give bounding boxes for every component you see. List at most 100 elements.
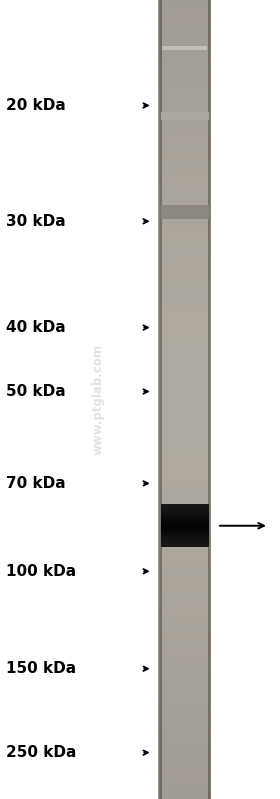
Bar xyxy=(158,33,211,40)
Bar xyxy=(158,525,211,533)
Bar xyxy=(158,465,211,473)
Bar xyxy=(158,125,211,133)
Bar xyxy=(161,540,209,543)
Bar xyxy=(158,678,211,686)
Bar xyxy=(158,612,211,619)
Bar xyxy=(158,552,211,559)
Bar xyxy=(208,0,211,799)
Bar xyxy=(158,319,211,326)
Bar xyxy=(208,0,209,799)
Bar xyxy=(158,385,211,393)
Bar xyxy=(161,535,209,537)
Bar xyxy=(158,405,211,413)
Bar xyxy=(158,705,211,713)
Bar xyxy=(158,519,211,526)
Bar xyxy=(161,532,209,534)
Bar xyxy=(158,73,211,80)
Bar xyxy=(158,499,211,506)
Bar xyxy=(158,758,211,765)
Text: 100 kDa: 100 kDa xyxy=(6,564,76,578)
Bar xyxy=(161,526,209,528)
Bar xyxy=(158,193,211,200)
Bar xyxy=(158,625,211,633)
Bar xyxy=(158,772,211,779)
Bar xyxy=(158,692,211,699)
Bar xyxy=(158,745,211,753)
Bar xyxy=(161,528,209,530)
Bar xyxy=(158,305,211,313)
Bar xyxy=(158,598,211,606)
Bar xyxy=(158,6,211,14)
Text: www.ptglab.com: www.ptglab.com xyxy=(92,344,104,455)
Bar xyxy=(158,105,211,113)
Bar xyxy=(161,521,209,523)
Bar xyxy=(158,652,211,659)
Bar xyxy=(161,517,209,519)
Bar xyxy=(158,732,211,739)
Bar xyxy=(158,638,211,646)
Bar xyxy=(158,479,211,486)
Bar xyxy=(158,339,211,346)
Bar xyxy=(158,185,211,193)
Text: 70 kDa: 70 kDa xyxy=(6,476,65,491)
Bar xyxy=(158,512,211,519)
Bar xyxy=(158,578,211,586)
Bar xyxy=(158,738,211,745)
Bar xyxy=(158,752,211,759)
Bar xyxy=(158,233,211,240)
Bar xyxy=(158,452,211,459)
Bar xyxy=(161,543,209,546)
Bar xyxy=(158,179,211,186)
Bar xyxy=(158,712,211,719)
Bar xyxy=(161,539,209,540)
Bar xyxy=(161,523,209,525)
Bar xyxy=(158,585,211,593)
Bar xyxy=(158,658,211,666)
Text: 50 kDa: 50 kDa xyxy=(6,384,65,399)
Bar xyxy=(158,165,211,173)
Bar xyxy=(158,379,211,386)
Bar xyxy=(158,26,211,34)
Bar xyxy=(161,511,209,512)
Bar xyxy=(158,239,211,246)
Bar xyxy=(161,0,162,799)
Text: 250 kDa: 250 kDa xyxy=(6,745,76,760)
Bar xyxy=(161,515,209,516)
Bar xyxy=(158,792,211,799)
Bar xyxy=(161,512,209,515)
Bar xyxy=(158,93,211,100)
Bar xyxy=(158,99,211,106)
Bar xyxy=(158,259,211,266)
Bar xyxy=(161,535,209,536)
Bar xyxy=(158,532,211,539)
Bar xyxy=(161,533,209,535)
Bar xyxy=(158,352,211,360)
Bar xyxy=(161,514,209,515)
Bar xyxy=(161,504,209,506)
Bar xyxy=(161,519,209,521)
Text: 40 kDa: 40 kDa xyxy=(6,320,65,335)
Bar xyxy=(158,0,162,799)
Bar xyxy=(158,605,211,613)
Bar xyxy=(161,511,209,513)
Bar xyxy=(161,539,209,542)
Bar xyxy=(159,0,162,799)
Bar xyxy=(158,292,211,300)
Bar xyxy=(158,365,211,373)
Bar xyxy=(158,632,211,639)
Bar xyxy=(158,145,211,153)
Bar xyxy=(158,219,211,226)
Bar xyxy=(162,46,207,50)
Bar xyxy=(161,519,209,522)
Bar xyxy=(161,0,162,799)
Bar xyxy=(158,133,211,140)
Bar xyxy=(158,345,211,353)
Bar xyxy=(161,522,209,523)
Bar xyxy=(161,508,209,510)
Bar xyxy=(158,392,211,400)
Bar xyxy=(208,0,210,799)
Bar xyxy=(158,539,211,546)
Bar xyxy=(158,312,211,320)
Bar xyxy=(158,725,211,733)
Bar xyxy=(161,112,209,120)
